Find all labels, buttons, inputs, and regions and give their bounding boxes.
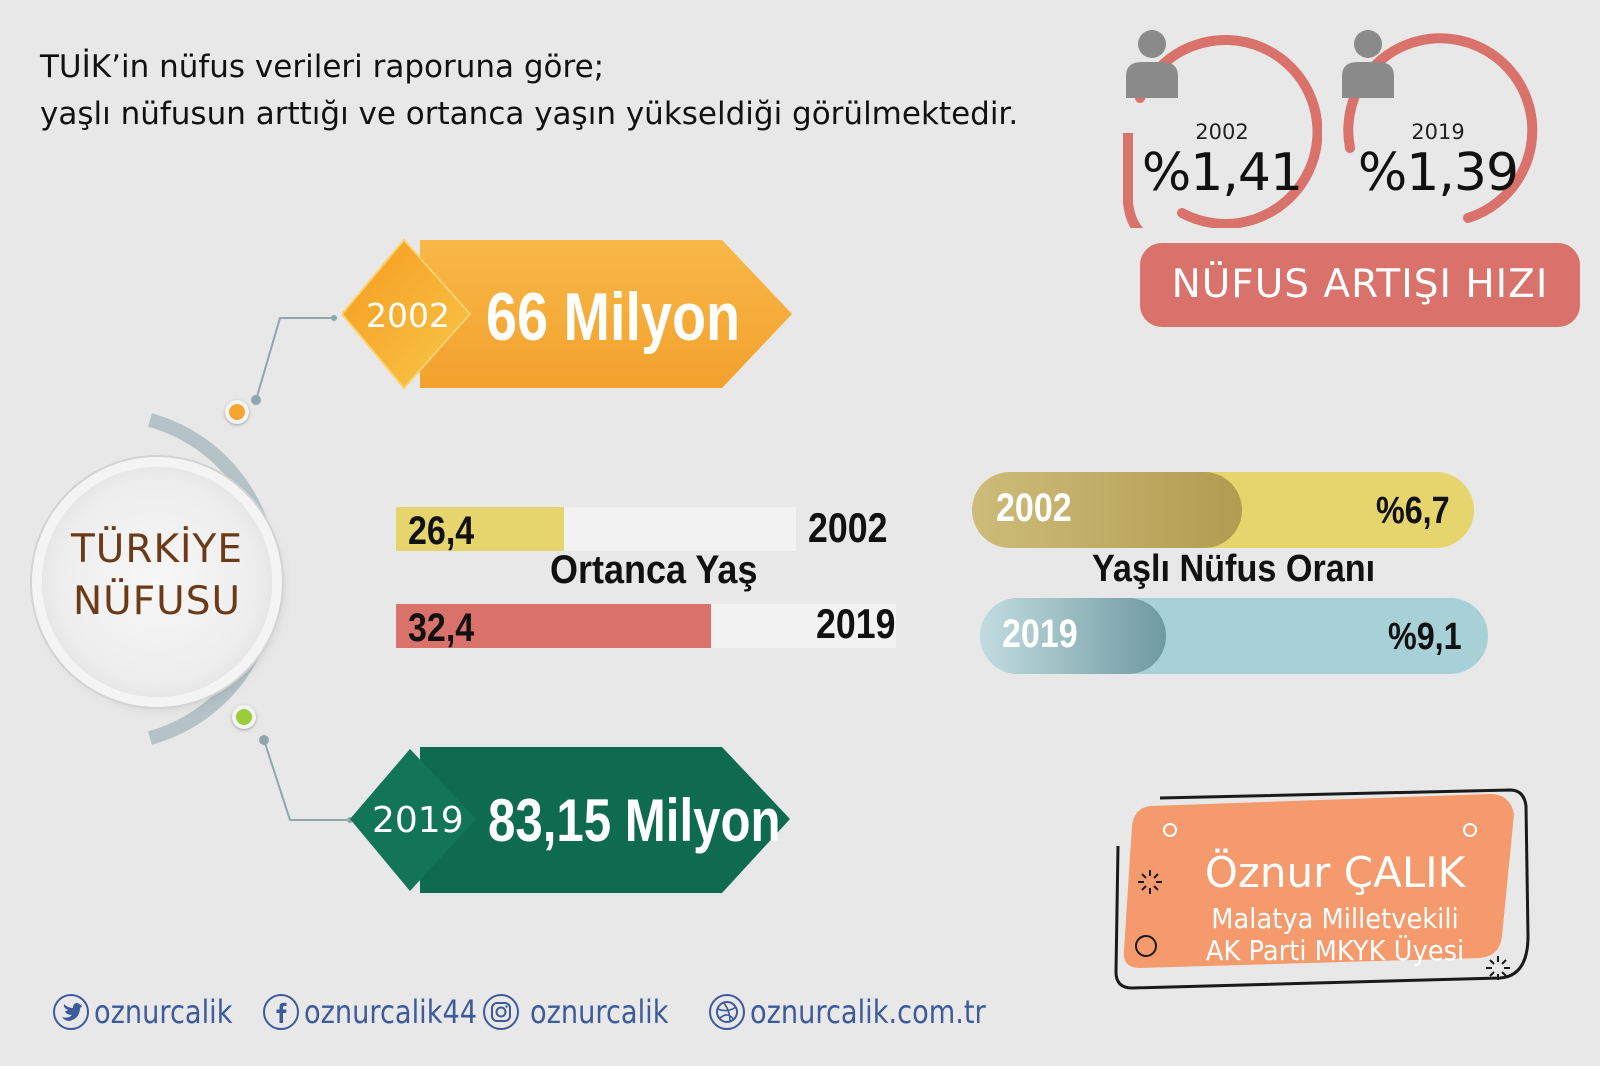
elderly-year-2019: 2019 — [1002, 612, 1078, 656]
social-twitter[interactable]: oznurcalik — [52, 992, 257, 1032]
population-year-2019: 2019 — [372, 800, 464, 841]
intro-line-1: TUİK’in nüfus verileri raporuna göre; — [40, 49, 605, 85]
signature-title-1: Malatya Milletvekili — [1211, 902, 1459, 935]
elderly-value-2019: %9,1 — [1388, 616, 1462, 658]
social-website[interactable]: oznurcalik.com.tr — [708, 992, 1027, 1032]
median-age-year-2019: 2019 — [816, 600, 896, 647]
population-year-2002: 2002 — [366, 296, 450, 335]
ring-year: 2002 — [1195, 120, 1249, 144]
turkiye-circle: TÜRKİYE NÜFUSU — [42, 467, 272, 697]
elderly-year-2002: 2002 — [996, 486, 1072, 530]
median-age-title: Ortanca Yaş — [550, 548, 758, 592]
facebook-icon — [263, 994, 299, 1030]
growth-ring-2019: 2019 %1,39 — [1338, 28, 1538, 228]
signature-title-2: AK Parti MKYK Üyesi — [1205, 934, 1465, 967]
median-age-fill-2019 — [396, 604, 711, 648]
population-value-2019: 83,15 Milyon — [488, 787, 781, 854]
elderly-pill-2019: 2019 %9,1 — [980, 598, 1488, 674]
median-age-value-2019: 32,4 — [408, 606, 475, 650]
social-handle: oznurcalik — [530, 993, 669, 1031]
median-age-bar-2002: 26,4 — [396, 507, 796, 553]
population-banner-2019 — [350, 747, 790, 893]
instagram-icon — [483, 994, 519, 1030]
center-label-2: NÜFUSU — [73, 579, 241, 624]
growth-ring-2002: 2002 %1,41 — [1122, 28, 1322, 228]
signature-block: Öznur ÇALIK Malatya Milletvekili AK Part… — [1145, 806, 1525, 976]
social-instagram[interactable]: oznurcalik — [482, 992, 693, 1032]
web-icon — [709, 994, 745, 1030]
social-handle: oznurcalik44 — [304, 993, 478, 1031]
population-banner-2002 — [342, 238, 792, 390]
median-age-value-2002: 26,4 — [408, 509, 475, 553]
twitter-icon — [53, 994, 89, 1030]
dot-2019 — [232, 705, 256, 729]
ring-value: %1,39 — [1357, 143, 1519, 203]
signature-name: Öznur ÇALIK — [1204, 848, 1466, 897]
elderly-year-cap — [980, 598, 1166, 674]
intro-line-2: yaşlı nüfusun arttığı ve ortanca yaşın y… — [40, 96, 1019, 132]
social-facebook[interactable]: oznurcalik44 — [262, 992, 508, 1032]
ring-arc — [1123, 34, 1322, 228]
elderly-title: Yaşlı Nüfus Oranı — [1092, 548, 1376, 590]
growth-title: NÜFUS ARTIŞI HIZI — [1140, 243, 1580, 327]
social-handle: oznurcalik — [94, 993, 233, 1031]
median-age-fill-2002 — [396, 507, 564, 551]
elderly-pill-2002: 2002 %6,7 — [972, 472, 1474, 548]
ring-year: 2019 — [1411, 120, 1465, 144]
median-age-year-2002: 2002 — [808, 504, 888, 551]
elderly-year-cap — [972, 472, 1242, 548]
elderly-value-2002: %6,7 — [1376, 490, 1450, 532]
center-label-1: TÜRKİYE — [70, 527, 243, 572]
median-age-bar-2019: 32,4 — [396, 604, 896, 650]
dot-2002 — [225, 400, 249, 424]
social-handle: oznurcalik.com.tr — [750, 993, 986, 1031]
intro-text: TUİK’in nüfus verileri raporuna göre; ya… — [40, 44, 1018, 138]
person-icon — [1342, 30, 1394, 98]
ring-value: %1,41 — [1141, 143, 1303, 203]
connector-lines — [251, 315, 353, 823]
person-icon — [1126, 30, 1178, 98]
signature-frame — [1114, 788, 1530, 990]
population-value-2002: 66 Milyon — [486, 279, 741, 355]
